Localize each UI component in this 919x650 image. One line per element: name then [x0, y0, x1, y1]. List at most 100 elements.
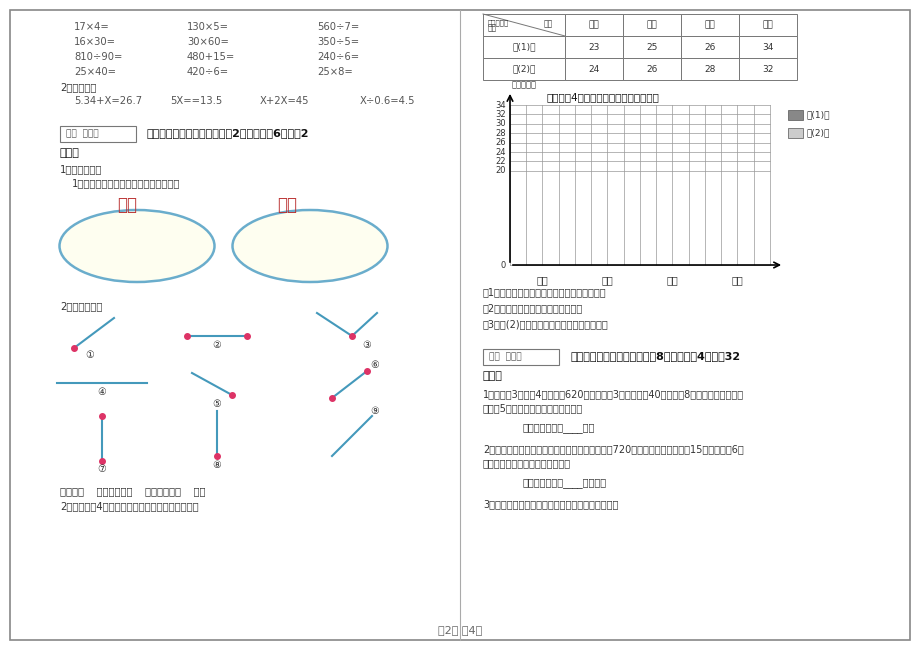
Text: （2）你能得到哪些信息？（写两条）: （2）你能得到哪些信息？（写两条） — [482, 303, 583, 313]
Bar — [738, 58, 796, 80]
Text: 350÷5=: 350÷5= — [317, 37, 358, 47]
Text: 26: 26 — [646, 64, 657, 73]
Text: 24: 24 — [588, 64, 599, 73]
Text: 班级: 班级 — [487, 23, 496, 32]
Bar — [738, 36, 796, 58]
Text: 答：一共需要装____个筱子。: 答：一共需要装____个筱子。 — [522, 478, 607, 488]
Text: 2、看图填空。: 2、看图填空。 — [60, 301, 102, 311]
Text: 25: 25 — [646, 42, 657, 51]
Bar — [622, 58, 680, 80]
Bar — [788, 128, 802, 138]
Text: 810÷90=: 810÷90= — [74, 52, 122, 62]
Text: 2、学校在向希望小学捐赠图书的活动中，共捐赠720本图书。要把这些图书15本愠一愠，6愠: 2、学校在向希望小学捐赠图书的活动中，共捐赠720本图书。要把这些图书15本愠一… — [482, 444, 743, 454]
Bar — [622, 14, 680, 36]
Text: ③: ③ — [362, 340, 371, 350]
Text: ⑤: ⑤ — [212, 399, 221, 409]
Text: 直线有（    ），射线有（    ），线段有（    ）。: 直线有（ ），射线有（ ），线段有（ ）。 — [60, 486, 205, 496]
Text: 3、下面的表格被弄脏了，你能算出小强的身高吗？: 3、下面的表格被弄脏了，你能算出小强的身高吗？ — [482, 499, 618, 509]
Bar — [482, 36, 564, 58]
Text: 四月: 四月 — [536, 275, 548, 285]
Text: 来浇，5天浇完。平均每天浇多少棵？: 来浇，5天浇完。平均每天浇多少棵？ — [482, 403, 583, 413]
Text: 32: 32 — [762, 64, 773, 73]
Text: 答：平均每天浇____棵。: 答：平均每天浇____棵。 — [522, 423, 595, 433]
Text: 480+15=: 480+15= — [187, 52, 235, 62]
Text: 分）。: 分）。 — [60, 148, 80, 158]
Ellipse shape — [233, 210, 387, 282]
Bar — [482, 349, 559, 365]
Text: ⑥: ⑥ — [370, 360, 379, 370]
Text: 得分  评卷人: 得分 评卷人 — [66, 129, 98, 138]
Bar — [680, 36, 738, 58]
Text: 26: 26 — [704, 42, 715, 51]
Text: 四月: 四月 — [588, 21, 598, 29]
Text: 5X==13.5: 5X==13.5 — [170, 96, 222, 106]
Text: ④: ④ — [97, 387, 107, 397]
Text: ②: ② — [212, 340, 221, 350]
Text: 数量（个）: 数量（个） — [512, 80, 537, 89]
Bar — [564, 36, 622, 58]
Text: 四(2)班: 四(2)班 — [512, 64, 535, 73]
Text: 六、应用知识，解决问题（共8小题，每题4分，共32: 六、应用知识，解决问题（共8小题，每题4分，共32 — [571, 351, 741, 361]
Text: 四(1)班: 四(1)班 — [512, 42, 535, 51]
Text: 28: 28 — [494, 129, 505, 138]
Bar — [564, 58, 622, 80]
Bar — [564, 14, 622, 36]
Text: 34: 34 — [494, 101, 505, 109]
Bar — [622, 36, 680, 58]
Bar — [482, 14, 564, 36]
Bar — [482, 58, 564, 80]
Text: 20: 20 — [495, 166, 505, 176]
Text: 30: 30 — [494, 120, 505, 128]
Text: 16×30=: 16×30= — [74, 37, 116, 47]
Text: （1）根据统计表完成上面的复式条形统计图。: （1）根据统计表完成上面的复式条形统计图。 — [482, 287, 606, 297]
Text: 五、认真思考，综合能力（共2小题，每题6分，共2: 五、认真思考，综合能力（共2小题，每题6分，共2 — [147, 128, 309, 138]
Text: 第2页 共4页: 第2页 共4页 — [437, 625, 482, 635]
Text: 25×8=: 25×8= — [317, 67, 352, 77]
Text: X+2X=45: X+2X=45 — [260, 96, 309, 106]
Bar — [680, 14, 738, 36]
Text: ⑦: ⑦ — [97, 464, 107, 474]
Text: 28: 28 — [704, 64, 715, 73]
Text: 六月: 六月 — [666, 275, 677, 285]
Text: 七月: 七月 — [731, 275, 743, 285]
Text: 5.34+X=26.7: 5.34+X=26.7 — [74, 96, 142, 106]
Text: 1、某小学3年级和4年级要给620棵树浇水。3年级每天杔40棵，浇了8天；剩下的由四年级: 1、某小学3年级和4年级要给620棵树浇水。3年级每天杔40棵，浇了8天；剩下的… — [482, 389, 743, 399]
Text: 26: 26 — [494, 138, 505, 147]
Text: 锐角: 锐角 — [117, 196, 137, 214]
Text: 月份: 月份 — [543, 19, 552, 28]
Text: 24: 24 — [495, 148, 505, 157]
Text: 五月: 五月 — [601, 275, 613, 285]
Text: 六月: 六月 — [704, 21, 715, 29]
Text: 420÷6=: 420÷6= — [187, 67, 229, 77]
Text: 得分  评卷人: 得分 评卷人 — [489, 352, 521, 361]
Text: 四(1)班: 四(1)班 — [806, 111, 830, 120]
Text: 育才小学4年级两个班回收易拉罐统计图: 育才小学4年级两个班回收易拉罐统计图 — [546, 92, 659, 102]
Bar — [680, 58, 738, 80]
Text: 17×4=: 17×4= — [74, 22, 109, 32]
Text: 25×40=: 25×40= — [74, 67, 116, 77]
Bar — [788, 110, 802, 120]
Text: （3）四(2)班四个月一共回收多少个易拉罐？: （3）四(2)班四个月一共回收多少个易拉罐？ — [482, 319, 608, 329]
Bar — [60, 126, 136, 142]
Text: 四(2)班: 四(2)班 — [806, 129, 830, 138]
Text: X÷0.6=4.5: X÷0.6=4.5 — [359, 96, 415, 106]
Text: 分）。: 分）。 — [482, 371, 503, 381]
Text: 数量（个）: 数量（个） — [487, 19, 509, 25]
Text: 240÷6=: 240÷6= — [317, 52, 358, 62]
Bar — [738, 14, 796, 36]
Text: 2、解方程：: 2、解方程： — [60, 82, 96, 92]
Text: ⑨: ⑨ — [370, 406, 379, 416]
Text: 23: 23 — [587, 42, 599, 51]
Text: 130×5=: 130×5= — [187, 22, 229, 32]
Text: 2、育才小学4年级两个班回收易拉罐情况如下表。: 2、育才小学4年级两个班回收易拉罐情况如下表。 — [60, 501, 199, 511]
Text: 0: 0 — [500, 261, 505, 270]
Text: 鬝角: 鬝角 — [277, 196, 297, 214]
Text: 1、把下面的各角度数填入相应的圈里。: 1、把下面的各角度数填入相应的圈里。 — [72, 178, 180, 188]
Text: 30×60=: 30×60= — [187, 37, 229, 47]
Ellipse shape — [60, 210, 214, 282]
Text: ⑧: ⑧ — [212, 460, 221, 470]
Text: ①: ① — [85, 350, 95, 360]
Text: 22: 22 — [495, 157, 505, 166]
Text: 装一筱，一共需要装多少个筱子？: 装一筱，一共需要装多少个筱子？ — [482, 458, 571, 468]
Text: 34: 34 — [762, 42, 773, 51]
